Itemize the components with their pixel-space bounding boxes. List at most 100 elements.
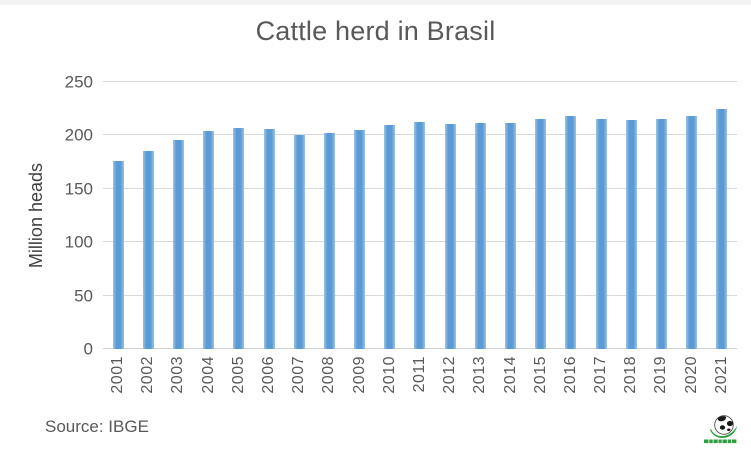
bar-series (103, 82, 737, 349)
x-label-2019: 2019 (652, 356, 670, 394)
x-label-2010: 2010 (380, 356, 398, 394)
bar-slot-2019 (646, 82, 676, 349)
x-label-2013: 2013 (471, 356, 489, 394)
x-label-2002: 2002 (139, 356, 157, 394)
bar-2010 (384, 124, 396, 349)
x-label-cell-2002: 2002 (133, 356, 163, 406)
bar-slot-2004 (194, 82, 224, 349)
bar-2011 (414, 121, 426, 349)
globe-landmass (719, 425, 726, 430)
bar-slot-2001 (103, 82, 133, 349)
bar-slot-2013 (465, 82, 495, 349)
bar-2014 (505, 122, 517, 349)
bar-2001 (112, 161, 124, 349)
top-border-strip (0, 0, 751, 5)
bar-slot-2012 (435, 82, 465, 349)
bar-slot-2009 (345, 82, 375, 349)
gridline-250 (103, 81, 737, 82)
x-label-2020: 2020 (682, 356, 700, 394)
source-note: Source: IBGE (45, 417, 149, 436)
y-axis-tick-labels: 0 50 100 150 200 250 (0, 74, 93, 358)
bar-slot-2003 (163, 82, 193, 349)
y-tick-250: 250 (64, 72, 93, 92)
x-label-cell-2008: 2008 (314, 356, 344, 406)
x-label-2012: 2012 (441, 356, 459, 394)
x-label-2005: 2005 (229, 356, 247, 394)
x-label-2001: 2001 (109, 356, 127, 394)
x-label-cell-2017: 2017 (586, 356, 616, 406)
bar-slot-2011 (405, 82, 435, 349)
bar-slot-2017 (586, 82, 616, 349)
bar-2018 (625, 120, 637, 349)
x-label-2011: 2011 (410, 356, 428, 393)
bar-2021 (716, 108, 728, 349)
bar-2020 (686, 116, 698, 349)
x-label-2004: 2004 (199, 356, 217, 394)
x-label-2003: 2003 (169, 356, 187, 394)
bar-2008 (323, 133, 335, 349)
x-label-2018: 2018 (622, 356, 640, 394)
bar-2003 (172, 139, 184, 349)
y-tick-150: 150 (64, 179, 93, 199)
x-label-cell-2014: 2014 (495, 356, 525, 406)
x-label-2015: 2015 (531, 356, 549, 394)
bar-slot-2010 (375, 82, 405, 349)
x-label-cell-2015: 2015 (526, 356, 556, 406)
bar-2013 (474, 122, 486, 349)
bar-slot-2007 (284, 82, 314, 349)
bar-2015 (535, 119, 547, 349)
bar-2009 (354, 130, 366, 349)
x-label-2014: 2014 (501, 356, 519, 394)
x-label-2006: 2006 (260, 356, 278, 394)
bar-2007 (293, 135, 305, 349)
x-label-cell-2019: 2019 (646, 356, 676, 406)
bar-slot-2008 (314, 82, 344, 349)
bar-slot-2002 (133, 82, 163, 349)
y-tick-50: 50 (74, 286, 93, 306)
bar-2004 (203, 131, 215, 349)
x-label-cell-2018: 2018 (616, 356, 646, 406)
bar-2002 (142, 151, 154, 349)
x-label-cell-2016: 2016 (556, 356, 586, 406)
x-label-cell-2003: 2003 (163, 356, 193, 406)
x-label-cell-2011: 2011 (405, 356, 435, 406)
y-tick-100: 100 (64, 232, 93, 252)
x-label-2008: 2008 (320, 356, 338, 394)
x-label-cell-2021: 2021 (707, 356, 737, 406)
x-label-2016: 2016 (561, 356, 579, 394)
x-label-2009: 2009 (350, 356, 368, 394)
bar-slot-2015 (526, 82, 556, 349)
bar-slot-2014 (495, 82, 525, 349)
globe-logo-graphic (704, 415, 737, 444)
bar-slot-2021 (707, 82, 737, 349)
x-label-cell-2004: 2004 (194, 356, 224, 406)
x-label-cell-2001: 2001 (103, 356, 133, 406)
x-label-cell-2006: 2006 (254, 356, 284, 406)
x-label-2021: 2021 (712, 356, 730, 394)
globe-landmass (726, 420, 734, 427)
x-label-cell-2005: 2005 (224, 356, 254, 406)
logo-swoosh (710, 426, 737, 438)
bar-2012 (444, 123, 456, 349)
x-label-cell-2010: 2010 (375, 356, 405, 406)
x-label-cell-2020: 2020 (677, 356, 707, 406)
bar-2005 (233, 127, 245, 349)
logo-wordmark (704, 439, 737, 444)
x-label-2017: 2017 (592, 356, 610, 394)
globe-landmass (727, 428, 731, 432)
bar-slot-2016 (556, 82, 586, 349)
globe-logo (699, 413, 745, 453)
x-label-cell-2012: 2012 (435, 356, 465, 406)
x-label-cell-2013: 2013 (465, 356, 495, 406)
y-tick-0: 0 (83, 339, 93, 359)
x-axis-labels: 2001 2002 2003 2004 2005 2006 2007 2008 2009 2010… (103, 356, 737, 406)
bar-2006 (263, 129, 275, 349)
bar-slot-2005 (224, 82, 254, 349)
x-label-2007: 2007 (290, 356, 308, 394)
chart-title: Cattle herd in Brasil (255, 16, 496, 46)
bar-2016 (565, 116, 577, 349)
bar-slot-2020 (677, 82, 707, 349)
y-tick-200: 200 (64, 125, 93, 145)
x-label-cell-2007: 2007 (284, 356, 314, 406)
